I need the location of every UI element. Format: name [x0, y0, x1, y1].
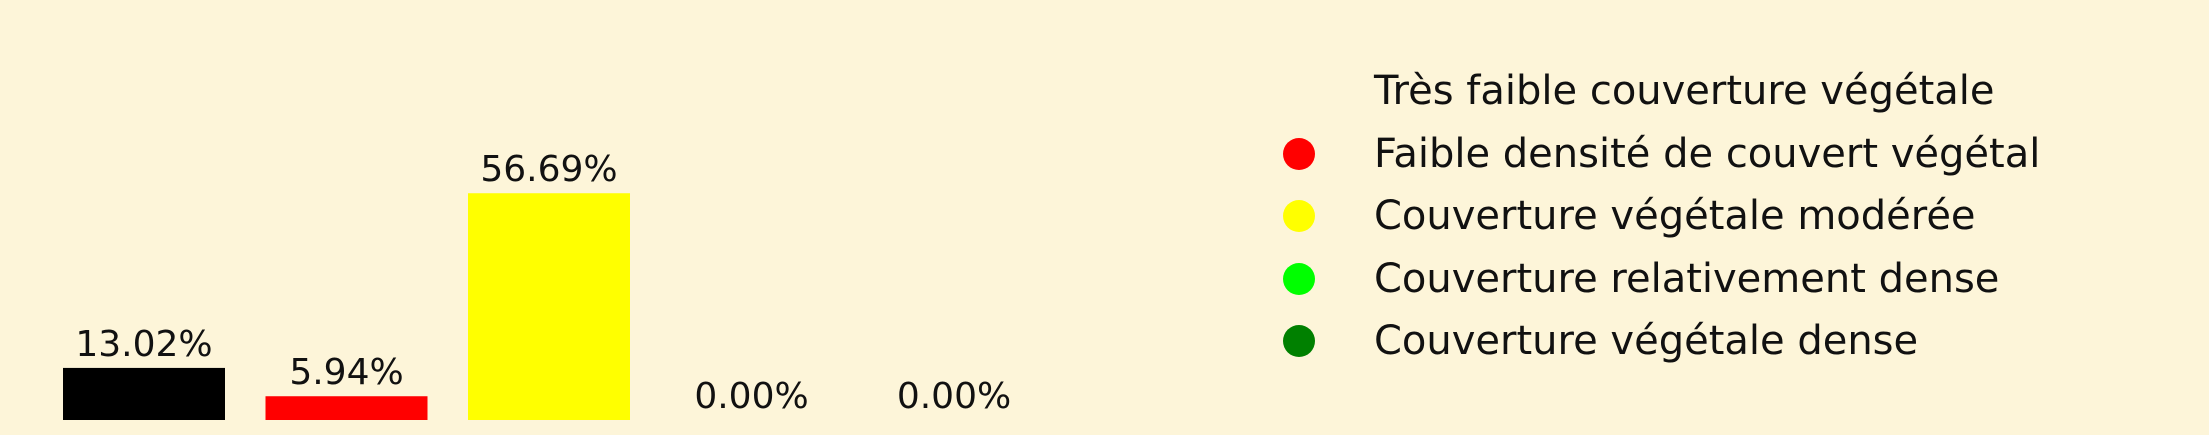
- bar-value-label-3: 0.00%: [694, 376, 808, 417]
- legend-swatch: [1283, 325, 1315, 358]
- legend-item-moderee: Couverture végétale modérée: [1270, 185, 2040, 248]
- legend-label: Faible densité de couvert végétal: [1374, 130, 2041, 177]
- bar-value-label-4: 0.00%: [897, 376, 1011, 417]
- legend-swatch: [1283, 262, 1315, 295]
- legend-label: Très faible couverture végétale: [1374, 68, 1995, 115]
- legend-swatch: [1283, 75, 1315, 108]
- legend-label: Couverture végétale modérée: [1374, 193, 1976, 240]
- bar-value-label-2: 56.69%: [480, 149, 617, 190]
- legend-label: Couverture végétale dense: [1374, 318, 1919, 365]
- legend-item-dense: Couverture végétale dense: [1270, 310, 2040, 373]
- legend-item-relativement-dense: Couverture relativement dense: [1270, 248, 2040, 311]
- legend-label: Couverture relativement dense: [1374, 255, 2000, 302]
- bar-value-label-0: 13.02%: [75, 324, 212, 365]
- bar-2: [468, 193, 630, 420]
- legend-swatch: [1283, 137, 1315, 170]
- bar-0: [63, 367, 225, 420]
- legend-swatch: [1283, 200, 1315, 233]
- chart-legend: Très faible couverture végétale Faible d…: [1270, 60, 2040, 373]
- legend-item-faible: Faible densité de couvert végétal: [1270, 123, 2040, 186]
- bar-1: [265, 396, 428, 420]
- legend-item-tres-faible: Très faible couverture végétale: [1270, 60, 2040, 123]
- bar-value-label-1: 5.94%: [289, 352, 403, 393]
